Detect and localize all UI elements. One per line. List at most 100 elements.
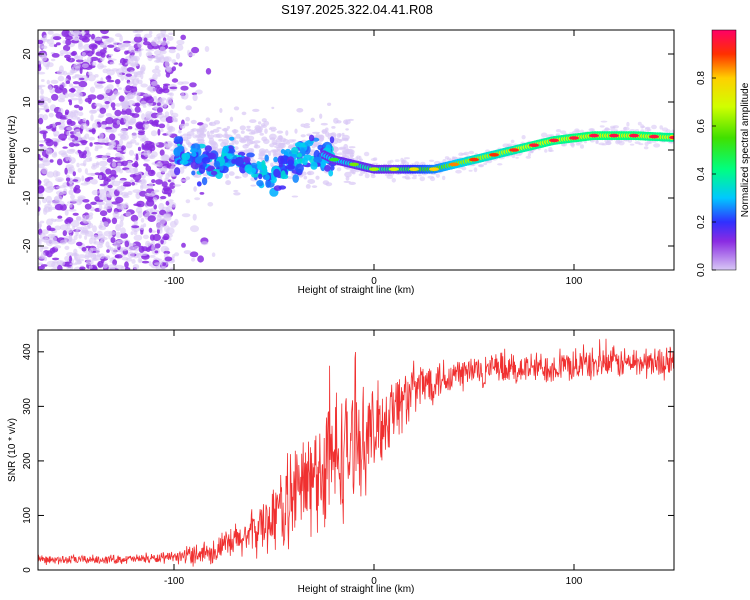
noise-blob [185,116,191,122]
noise-blob [84,33,92,38]
noise-blob [168,46,177,50]
noise-blob [310,150,315,156]
noise-blob [65,114,70,119]
noise-blob [38,265,45,270]
noise-blob [114,109,122,117]
noise-blob [84,230,94,237]
noise-blob [137,132,145,136]
noise-blob [150,130,158,137]
noise-blob [165,116,174,124]
noise-blob [204,46,210,52]
halo-blob [405,177,411,180]
noise-blob [112,41,118,46]
noise-blob [143,93,152,97]
noise-blob [342,149,350,154]
ridge-peak [409,167,419,171]
noise-blob [212,134,221,138]
noise-blob [42,96,49,102]
noise-blob [225,173,230,179]
noise-blob [98,201,106,206]
noise-blob [240,130,245,134]
y-tick-label: 200 [22,452,33,469]
noise-blob [338,146,347,149]
noise-blob [119,220,124,228]
noise-blob [197,255,205,263]
noise-blob [66,126,73,131]
halo-blob [389,159,394,163]
noise-blob [82,199,90,203]
noise-blob [190,119,197,125]
noise-blob [105,199,113,207]
noise-blob [147,52,152,57]
noise-blob [235,175,239,179]
noise-blob [75,229,79,237]
noise-blob [39,101,48,108]
noise-blob [125,120,130,127]
noise-blob [127,126,133,130]
noise-blob [105,241,110,248]
noise-blob [153,95,158,100]
noise-blob [116,239,124,244]
noise-blob [163,187,173,195]
noise-blob [96,121,101,125]
noise-blob [77,167,82,173]
noise-blob [259,132,264,136]
halo-blob [363,151,370,157]
colorbar-tick-label: 0.2 [696,215,707,229]
halo-blob [653,143,661,148]
halo-blob [600,120,608,123]
noise-blob [307,179,316,184]
noise-blob [90,114,94,122]
noise-blob [286,141,290,145]
noise-blob [131,182,135,186]
noise-blob [175,52,181,60]
noise-blob [57,264,63,270]
noise-blob [344,171,352,178]
noise-blob [88,265,93,269]
ridge-peak [669,135,674,140]
noise-blob [134,171,140,176]
noise-blob [170,165,176,170]
noise-blob [120,133,129,141]
halo-blob [336,167,342,172]
noise-blob [229,116,234,122]
noise-blob [55,186,62,189]
cluster-blob [277,155,285,165]
noise-blob [68,88,76,93]
noise-blob [60,152,68,158]
noise-blob [150,39,159,47]
noise-blob [305,184,311,189]
noise-blob [166,66,173,73]
noise-blob [47,98,52,104]
noise-blob [164,56,170,62]
cluster-blob [182,152,191,161]
noise-blob [78,80,88,88]
noise-blob [38,262,43,266]
noise-blob [189,251,199,258]
noise-blob [103,176,109,182]
noise-blob [192,213,197,221]
halo-blob [364,173,370,179]
noise-blob [287,139,295,143]
noise-blob [211,252,216,257]
noise-blob [73,251,77,260]
noise-blob [69,262,78,266]
noise-blob [286,176,294,180]
noise-blob [43,207,48,215]
noise-blob [142,144,151,150]
noise-blob [155,179,163,185]
ridge-peak [609,133,619,138]
cluster-blob [226,153,233,160]
noise-blob [98,174,103,180]
noise-blob [68,142,75,148]
noise-blob [137,41,143,48]
cluster-blob [251,173,259,178]
noise-blob [78,96,82,102]
noise-blob [119,214,125,222]
noise-blob [160,266,166,270]
noise-blob [322,180,330,186]
noise-blob [94,74,99,78]
cluster-blob [206,152,217,160]
noise-blob [241,111,247,116]
noise-blob [218,138,224,142]
